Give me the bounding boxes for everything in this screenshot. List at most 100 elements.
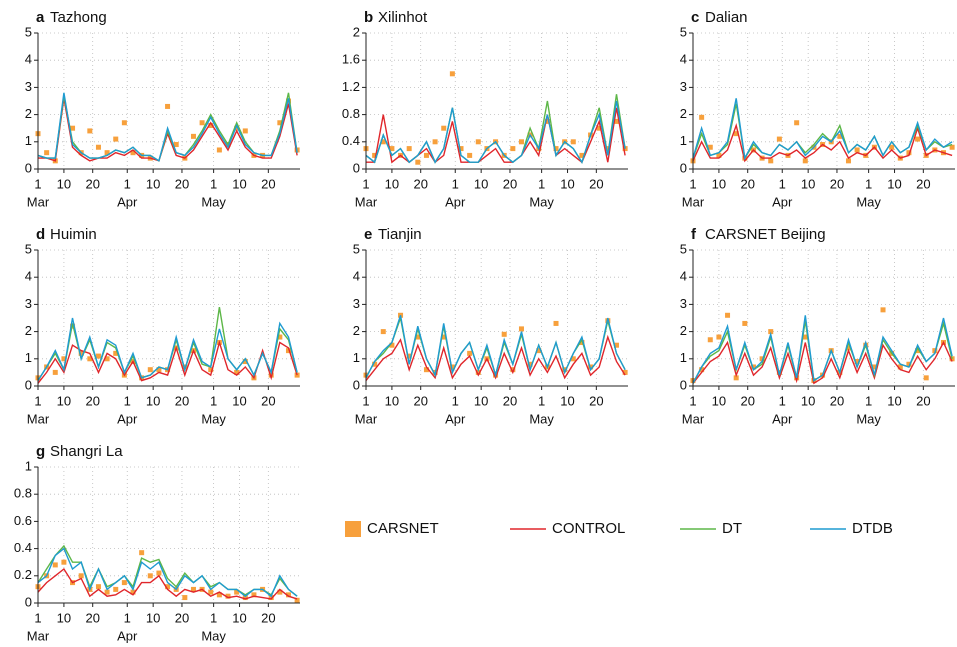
data-point — [277, 334, 283, 340]
month-label: Mar — [682, 194, 705, 209]
data-point — [837, 133, 843, 139]
data-point — [854, 359, 860, 365]
data-point — [794, 120, 800, 126]
x-tick-label: 1 — [362, 176, 369, 191]
data-point — [165, 103, 171, 109]
x-tick-label: 20 — [85, 176, 99, 191]
month-label: Mar — [27, 194, 50, 209]
panel-title: Tazhong — [50, 9, 107, 26]
data-point — [906, 361, 912, 367]
y-tick-label: 1 — [25, 458, 32, 473]
data-point — [423, 152, 429, 158]
x-tick-label: 1 — [538, 393, 545, 408]
data-point — [458, 146, 464, 152]
data-point — [277, 589, 283, 595]
data-point — [52, 562, 58, 568]
month-label: Apr — [117, 628, 138, 643]
data-point — [768, 158, 774, 164]
data-point — [389, 342, 395, 348]
month-label: May — [856, 411, 881, 426]
month-label: May — [856, 194, 881, 209]
legend-label: DTDB — [852, 520, 893, 537]
data-point — [87, 128, 93, 134]
data-point — [61, 559, 67, 565]
data-point — [242, 359, 248, 365]
x-tick-label: 1 — [34, 176, 41, 191]
data-point — [78, 350, 84, 356]
data-point — [596, 125, 602, 131]
series-line — [365, 315, 626, 379]
data-point — [95, 144, 101, 150]
y-tick-label: 2 — [25, 323, 32, 338]
data-point — [130, 150, 136, 156]
data-point — [208, 589, 214, 595]
panel-title: Huimin — [50, 226, 97, 243]
panel: b Xilinhot 0 0.4 0.8 1.2 1.6 2 1 10 20 1 10 20 1 10 20 Ma… — [342, 9, 628, 209]
data-point — [527, 361, 533, 367]
data-point — [242, 595, 248, 601]
data-point — [389, 146, 395, 152]
legend-label: DT — [722, 520, 742, 537]
month-label: May — [529, 411, 554, 426]
data-point — [121, 120, 127, 126]
y-tick-label: 2 — [680, 106, 687, 121]
y-tick-label: 0.4 — [14, 540, 32, 555]
month-label: Mar — [27, 628, 50, 643]
data-point — [423, 367, 429, 373]
x-tick-label: 10 — [146, 610, 160, 625]
y-tick-label: 4 — [25, 269, 32, 284]
y-tick-label: 2 — [353, 24, 360, 39]
data-point — [225, 593, 231, 599]
x-tick-label: 1 — [210, 393, 217, 408]
data-point — [156, 367, 162, 373]
y-tick-label: 0 — [680, 377, 687, 392]
x-tick-label: 20 — [413, 176, 427, 191]
data-point — [165, 584, 171, 590]
x-tick-label: 1 — [779, 176, 786, 191]
y-tick-label: 2 — [680, 323, 687, 338]
data-point — [87, 356, 93, 362]
y-tick-label: 0 — [25, 377, 32, 392]
data-point — [759, 356, 765, 362]
data-point — [139, 550, 145, 556]
panel-title: Tianjin — [378, 226, 422, 243]
x-tick-label: 10 — [57, 610, 71, 625]
data-point — [147, 367, 153, 373]
month-label: Mar — [355, 411, 378, 426]
data-point — [897, 364, 903, 370]
y-tick-label: 0 — [353, 160, 360, 175]
y-tick-label: 1 — [680, 350, 687, 365]
data-point — [432, 139, 438, 145]
month-label: Apr — [445, 411, 466, 426]
y-tick-label: 0.6 — [14, 513, 32, 528]
data-point — [372, 361, 378, 367]
y-tick-label: 4 — [25, 52, 32, 67]
data-point — [906, 150, 912, 156]
series-line — [692, 315, 953, 384]
data-point — [380, 329, 386, 335]
data-point — [268, 595, 274, 601]
data-point — [121, 580, 127, 586]
data-point — [544, 118, 550, 124]
data-point — [441, 334, 447, 340]
x-tick-label: 1 — [362, 393, 369, 408]
data-point — [707, 337, 713, 343]
data-point — [190, 133, 196, 139]
data-point — [242, 128, 248, 134]
month-label: May — [201, 628, 226, 643]
x-tick-label: 1 — [865, 393, 872, 408]
data-point — [199, 120, 205, 126]
data-point — [449, 364, 455, 370]
data-point — [501, 331, 507, 337]
panel-label: g — [36, 443, 45, 460]
y-tick-label: 1.2 — [342, 79, 360, 94]
data-point — [570, 139, 576, 145]
x-tick-label: 10 — [57, 393, 71, 408]
data-point — [467, 152, 473, 158]
data-point — [285, 348, 291, 354]
data-point — [208, 122, 214, 128]
y-tick-label: 1 — [25, 350, 32, 365]
data-point — [733, 131, 739, 137]
